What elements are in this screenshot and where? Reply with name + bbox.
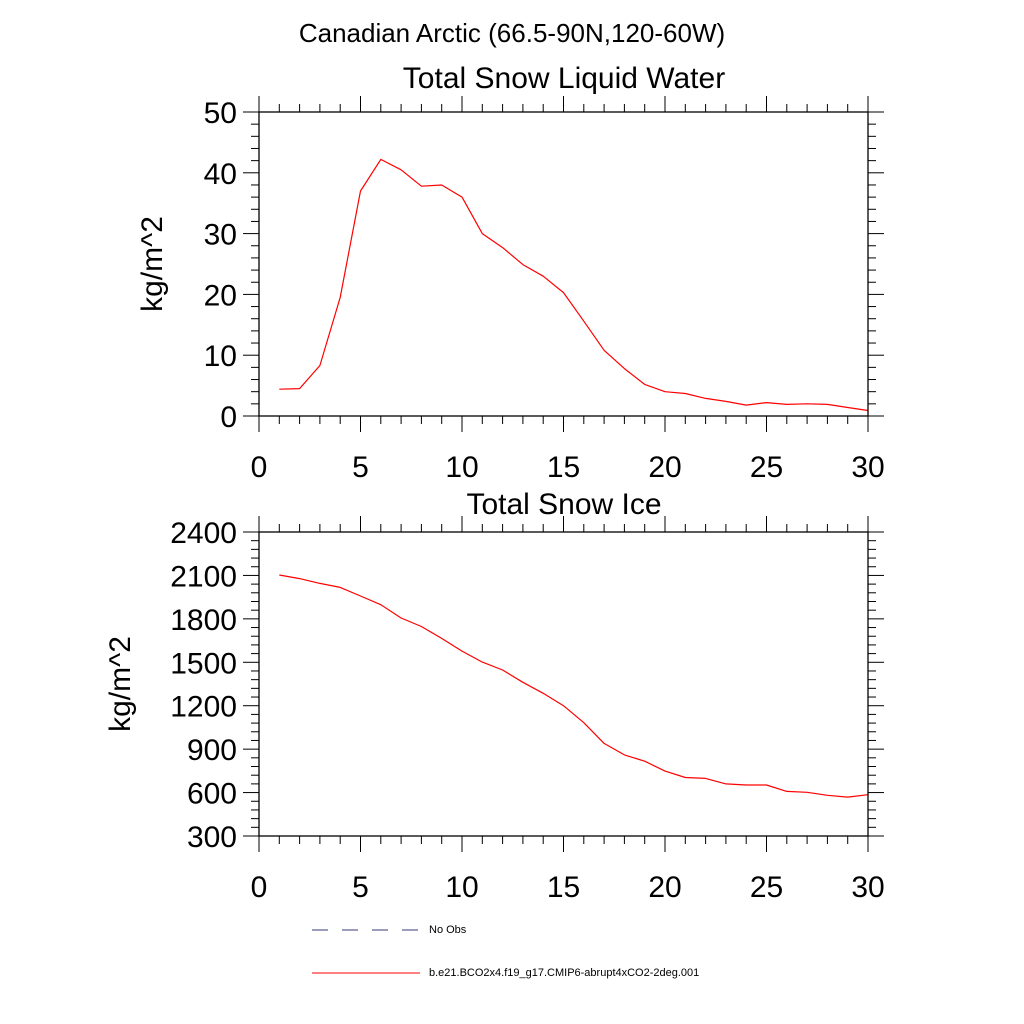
legend: No Obs b.e21.BCO2x4.f19_g17.CMIP6-abrupt… bbox=[312, 924, 699, 979]
y-tick-label: 1500 bbox=[170, 647, 237, 680]
x-tick-label: 20 bbox=[648, 451, 681, 484]
x-tick-label: 25 bbox=[750, 871, 783, 904]
tick-labels: 0 5 10 15 20 25 30 0 10 20 30 40 50 bbox=[204, 97, 885, 484]
series-layer bbox=[279, 574, 869, 798]
y-tick-label: 40 bbox=[204, 158, 237, 191]
y-tick-label: 300 bbox=[187, 821, 237, 854]
y-tick-label: 1200 bbox=[170, 691, 237, 724]
x-tick-label: 5 bbox=[352, 451, 369, 484]
y-tick-label: 2100 bbox=[170, 560, 237, 593]
panel-snow-ice: Total Snow Ice kg/m^2 0 5 10 15 20 25 30 300 600… bbox=[104, 488, 885, 904]
x-tick-label: 15 bbox=[547, 451, 580, 484]
y-tick-label: 10 bbox=[204, 340, 237, 373]
x-tick-label: 25 bbox=[750, 451, 783, 484]
x-tick-label: 15 bbox=[547, 871, 580, 904]
series-line bbox=[279, 574, 869, 798]
x-tick-label: 10 bbox=[445, 451, 478, 484]
legend-label-model: b.e21.BCO2x4.f19_g17.CMIP6-abrupt4xCO2-2… bbox=[429, 967, 699, 979]
x-tick-label: 10 bbox=[445, 871, 478, 904]
ticks bbox=[243, 96, 884, 432]
panel-snow-liquid-water: Total Snow Liquid Water kg/m^2 0 5 10 15 20 2… bbox=[136, 62, 885, 484]
panel-title: Total Snow Liquid Water bbox=[403, 62, 725, 95]
y-tick-label: 30 bbox=[204, 219, 237, 252]
plot-frame bbox=[258, 111, 869, 417]
legend-label-no-obs: No Obs bbox=[429, 924, 467, 936]
y-tick-label: 600 bbox=[187, 778, 237, 811]
y-tick-label: 900 bbox=[187, 734, 237, 767]
y-axis-label: kg/m^2 bbox=[104, 636, 137, 732]
plot-frame bbox=[258, 531, 869, 837]
y-tick-label: 50 bbox=[204, 97, 237, 130]
tick-labels: 0 5 10 15 20 25 30 300 600 900 1200 1500 1800 2100 240… bbox=[170, 517, 884, 904]
x-tick-label: 0 bbox=[251, 871, 268, 904]
y-tick-label: 2400 bbox=[170, 517, 237, 550]
x-tick-label: 20 bbox=[648, 871, 681, 904]
series-line bbox=[279, 158, 869, 412]
x-tick-label: 5 bbox=[352, 871, 369, 904]
ticks bbox=[243, 516, 884, 852]
y-axis-label: kg/m^2 bbox=[136, 216, 169, 312]
series-layer bbox=[279, 158, 869, 412]
y-tick-label: 1800 bbox=[170, 604, 237, 637]
figure-suptitle: Canadian Arctic (66.5-90N,120-60W) bbox=[299, 18, 725, 48]
panel-title: Total Snow Ice bbox=[466, 488, 661, 521]
y-tick-label: 20 bbox=[204, 279, 237, 312]
y-tick-label: 0 bbox=[220, 401, 237, 434]
x-tick-label: 30 bbox=[851, 871, 884, 904]
x-tick-label: 30 bbox=[851, 451, 884, 484]
x-tick-label: 0 bbox=[251, 451, 268, 484]
